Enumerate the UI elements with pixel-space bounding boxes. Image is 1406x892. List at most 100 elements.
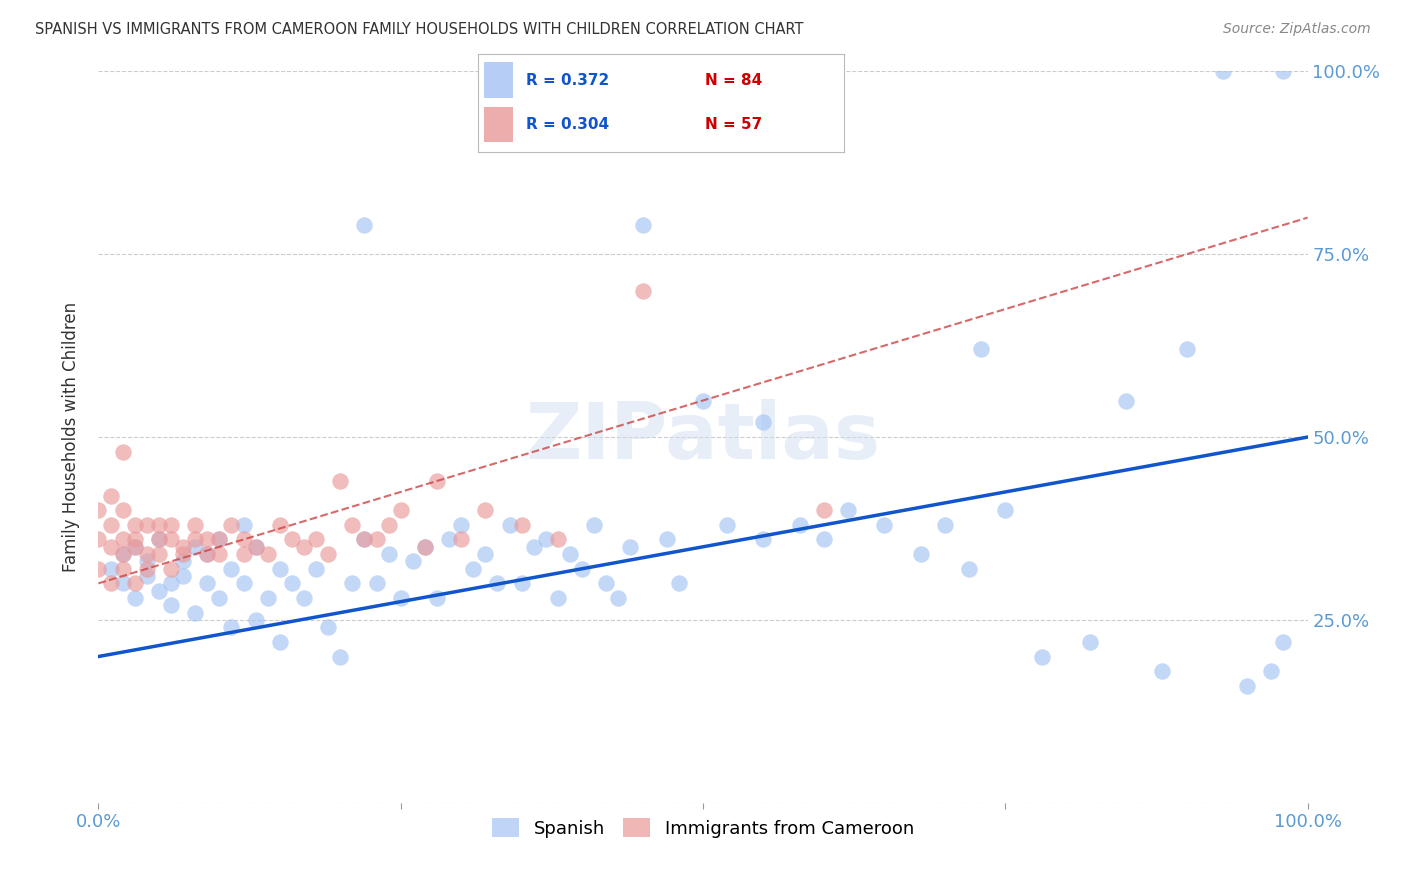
Point [111, 576, 134, 591]
Point [160, 576, 183, 591]
Point [135, 517, 157, 532]
Point [1078, 635, 1101, 649]
Point [558, 547, 581, 561]
Point [329, 474, 352, 488]
Point [970, 343, 993, 357]
Point [184, 533, 207, 547]
Point [655, 533, 678, 547]
Point [195, 547, 218, 561]
Point [281, 576, 304, 591]
Point [994, 503, 1017, 517]
Point [124, 540, 146, 554]
Point [245, 613, 267, 627]
Point [100, 562, 122, 576]
Point [571, 562, 593, 576]
Point [172, 569, 194, 583]
Point [221, 517, 243, 532]
Bar [484, 106, 513, 142]
Point [184, 517, 207, 532]
Point [474, 547, 496, 561]
Point [595, 576, 617, 591]
Point [934, 517, 956, 532]
Point [208, 533, 231, 547]
Point [160, 533, 183, 547]
Point [148, 533, 170, 547]
Point [256, 547, 278, 561]
Point [342, 517, 364, 532]
Point [221, 562, 243, 576]
Point [510, 576, 533, 591]
Point [111, 503, 134, 517]
Point [172, 547, 194, 561]
Point [353, 533, 375, 547]
Point [111, 547, 134, 561]
Point [450, 517, 472, 532]
Point [837, 503, 859, 517]
Point [232, 517, 254, 532]
Point [631, 218, 654, 232]
Point [148, 547, 170, 561]
Point [148, 533, 170, 547]
Text: R = 0.372: R = 0.372 [526, 73, 609, 88]
Point [256, 591, 278, 605]
Point [342, 576, 364, 591]
Bar [484, 62, 513, 98]
Point [873, 517, 896, 532]
Point [402, 554, 425, 568]
Y-axis label: Family Households with Children: Family Households with Children [62, 302, 80, 572]
Point [752, 533, 775, 547]
Point [377, 547, 399, 561]
Point [547, 591, 569, 605]
Point [100, 489, 122, 503]
Point [124, 576, 146, 591]
Point [148, 583, 170, 598]
Point [292, 591, 315, 605]
Point [1272, 64, 1295, 78]
Point [111, 562, 134, 576]
Point [292, 540, 315, 554]
Point [813, 503, 835, 517]
Point [329, 649, 352, 664]
Point [281, 533, 304, 547]
Point [510, 517, 533, 532]
Point [111, 444, 134, 458]
Point [1031, 649, 1053, 664]
Point [316, 547, 339, 561]
Point [195, 547, 218, 561]
Text: N = 84: N = 84 [704, 73, 762, 88]
Point [148, 517, 170, 532]
Point [124, 517, 146, 532]
Point [124, 533, 146, 547]
Point [221, 620, 243, 634]
Point [245, 540, 267, 554]
Point [111, 547, 134, 561]
Point [208, 547, 231, 561]
Point [172, 554, 194, 568]
Point [100, 517, 122, 532]
Point [87, 503, 110, 517]
Point [160, 562, 183, 576]
Point [269, 635, 291, 649]
Point [135, 562, 157, 576]
Point [631, 284, 654, 298]
Point [232, 533, 254, 547]
Point [437, 533, 460, 547]
Point [245, 540, 267, 554]
Point [789, 517, 811, 532]
Text: N = 57: N = 57 [704, 117, 762, 132]
Point [1175, 343, 1198, 357]
Point [389, 503, 412, 517]
Point [124, 591, 146, 605]
Point [135, 554, 157, 568]
Text: R = 0.304: R = 0.304 [526, 117, 609, 132]
Point [160, 599, 183, 613]
Point [1212, 64, 1234, 78]
Point [195, 533, 218, 547]
Point [305, 562, 328, 576]
Point [547, 533, 569, 547]
Point [1115, 393, 1137, 408]
Point [474, 503, 496, 517]
Text: Source: ZipAtlas.com: Source: ZipAtlas.com [1223, 22, 1371, 37]
Point [607, 591, 630, 605]
Point [498, 517, 520, 532]
